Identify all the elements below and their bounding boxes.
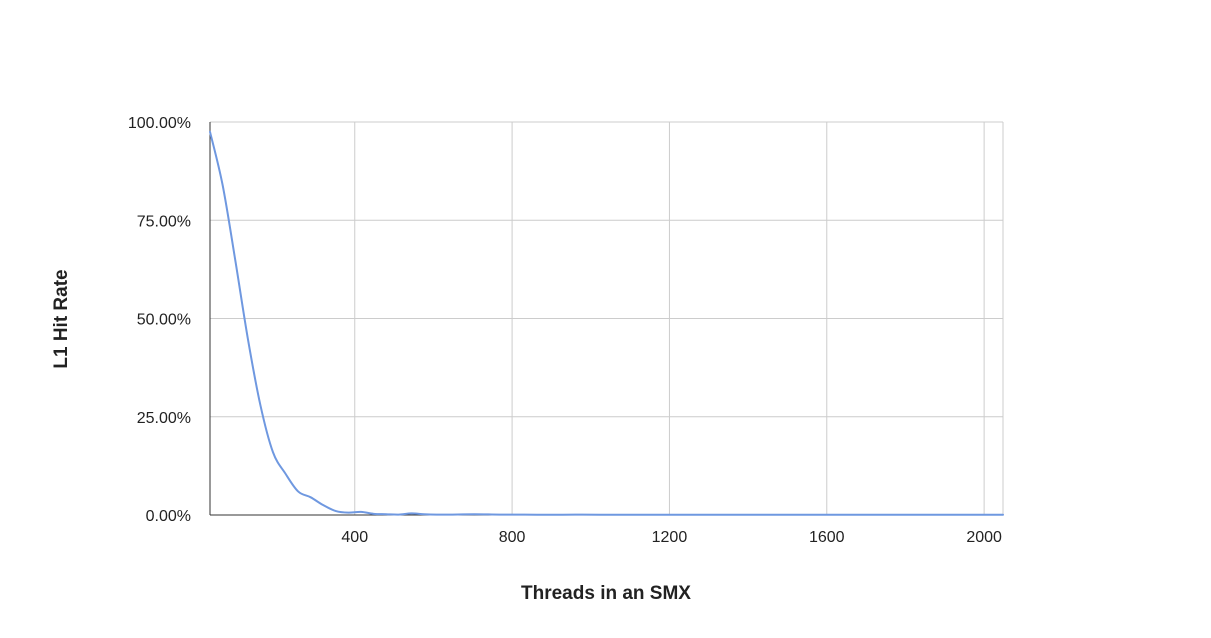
x-tick-label: 2000 xyxy=(966,529,1002,546)
series-line-0 xyxy=(209,130,1004,516)
x-tick-label: 1600 xyxy=(809,529,845,546)
x-tick-label: 800 xyxy=(499,529,526,546)
y-tick-label: 50.00% xyxy=(137,312,191,329)
x-tick-label: 400 xyxy=(341,529,368,546)
x-axis-title: Threads in an SMX xyxy=(521,583,691,604)
series-layer xyxy=(209,130,1004,516)
y-tick-label: 25.00% xyxy=(137,410,191,427)
y-tick-label: 0.00% xyxy=(146,508,191,525)
label-layer: 0.00% 25.00% 50.00% 75.00% 100.00% 400 800 1200… xyxy=(128,115,1002,546)
y-tick-label: 100.00% xyxy=(128,115,191,132)
x-tick-label: 1200 xyxy=(652,529,688,546)
y-tick-label: 75.00% xyxy=(137,213,191,230)
grid-layer xyxy=(210,121,1004,515)
y-axis-title: L1 Hit Rate xyxy=(51,269,72,368)
